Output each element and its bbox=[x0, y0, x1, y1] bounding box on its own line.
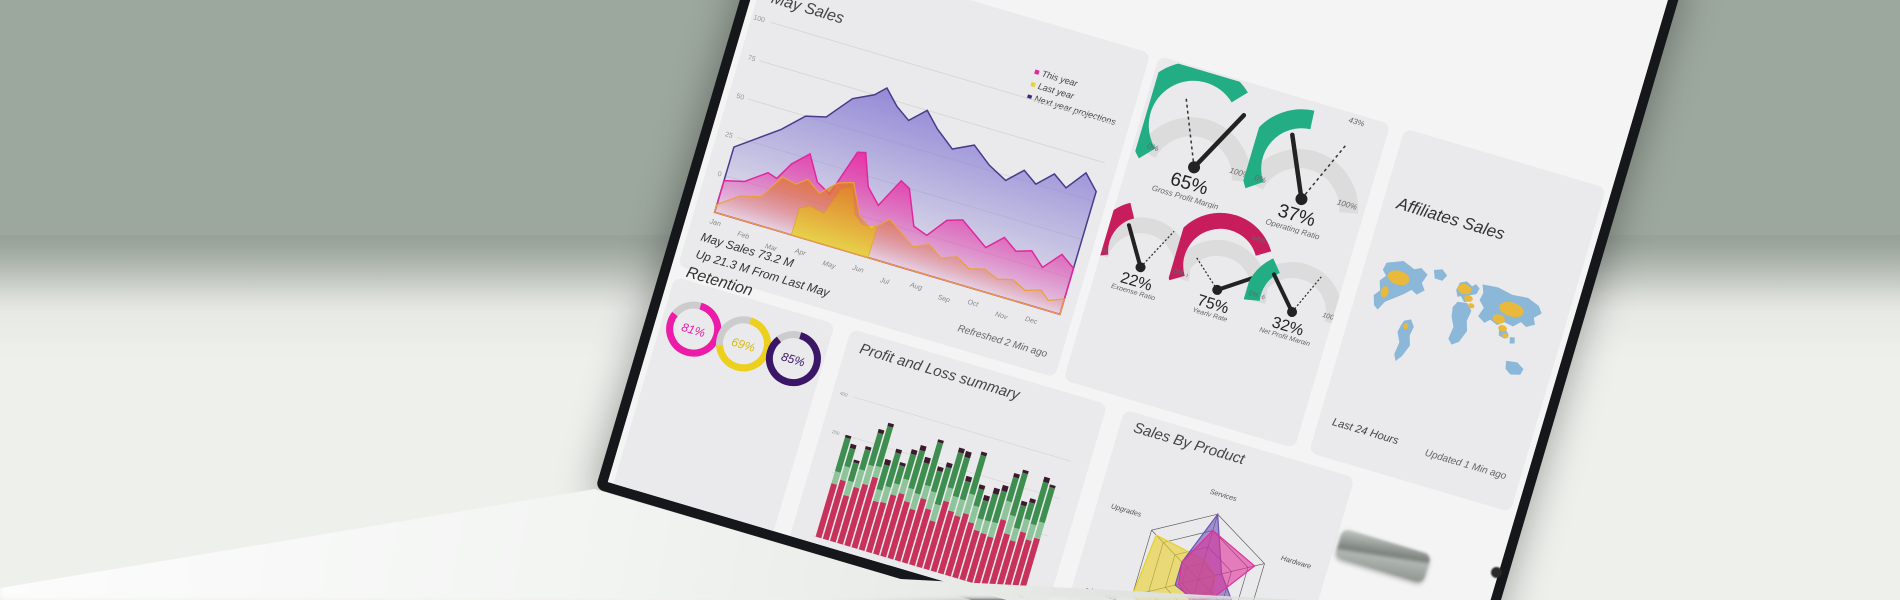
svg-text:25: 25 bbox=[724, 131, 734, 140]
svg-text:75: 75 bbox=[747, 55, 757, 64]
svg-text:43%: 43% bbox=[1348, 116, 1366, 129]
svg-text:200: 200 bbox=[831, 429, 840, 436]
svg-text:Sep: Sep bbox=[937, 294, 951, 304]
svg-text:Jun: Jun bbox=[851, 265, 865, 275]
svg-text:Jul: Jul bbox=[878, 277, 890, 287]
svg-text:Jan: Jan bbox=[708, 218, 722, 228]
svg-text:400: 400 bbox=[839, 391, 848, 398]
svg-text:Sign Up Fees: Sign Up Fees bbox=[1074, 582, 1119, 600]
svg-text:Services: Services bbox=[1209, 487, 1238, 504]
svg-text:Upgrades: Upgrades bbox=[1110, 502, 1143, 520]
svg-text:Oct: Oct bbox=[967, 299, 980, 309]
svg-text:0: 0 bbox=[717, 171, 723, 179]
svg-text:Dec: Dec bbox=[1024, 316, 1038, 326]
svg-text:81%: 81% bbox=[680, 320, 707, 340]
svg-text:85%: 85% bbox=[780, 350, 807, 370]
svg-text:69%: 69% bbox=[730, 335, 757, 355]
svg-text:0%: 0% bbox=[1096, 246, 1108, 256]
svg-text:50: 50 bbox=[736, 93, 746, 102]
svg-text:May: May bbox=[822, 260, 837, 271]
svg-text:Nov: Nov bbox=[994, 311, 1008, 321]
svg-text:Hardware: Hardware bbox=[1280, 554, 1312, 571]
svg-text:100: 100 bbox=[752, 15, 765, 25]
svg-text:Aug: Aug bbox=[908, 282, 923, 293]
